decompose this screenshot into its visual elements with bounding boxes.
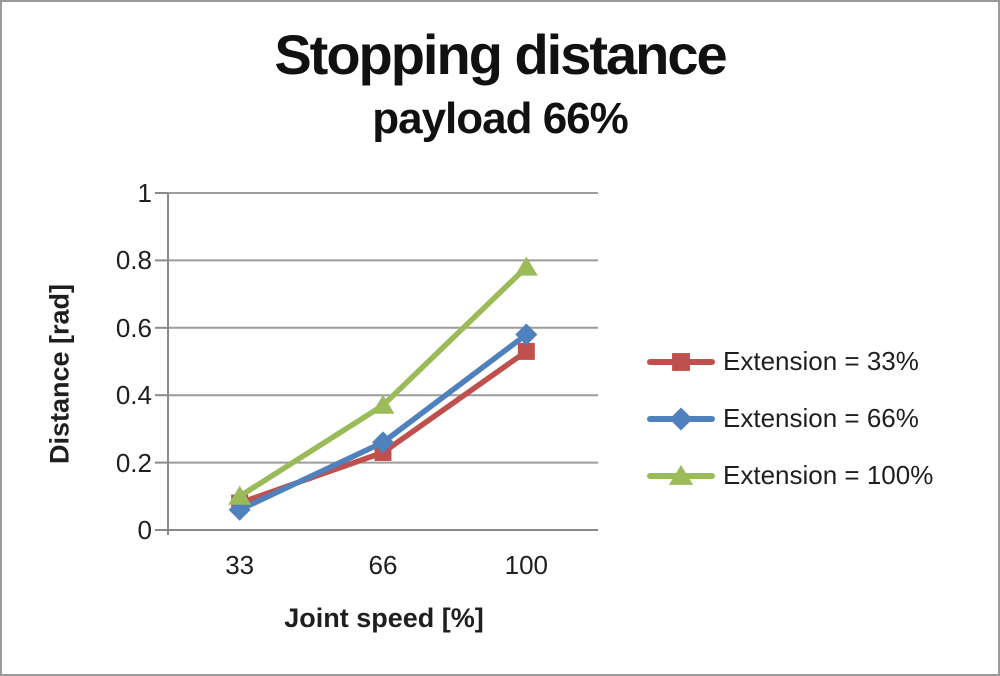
legend-item-1: Extension = 66%	[647, 403, 933, 434]
diamond-marker-icon	[515, 323, 538, 346]
x-tick-label: 33	[225, 550, 255, 580]
x-axis-title: Joint speed [%]	[284, 603, 484, 633]
legend-key-triangle	[647, 464, 715, 485]
y-tick-label: 0.6	[115, 312, 152, 343]
y-tick-label: 0.2	[115, 447, 152, 478]
legend-item-2: Extension = 100%	[647, 460, 933, 491]
chart-title: Stopping distance	[274, 23, 727, 86]
triangle-marker-icon	[668, 464, 694, 485]
legend-label: Extension = 33%	[723, 346, 919, 376]
series-line-0	[236, 348, 530, 506]
y-tick-label: 1	[137, 178, 152, 208]
x-tick-label: 100	[504, 550, 549, 580]
legend-item-0: Extension = 33%	[647, 346, 933, 377]
y-axis-title: Distance [rad]	[44, 283, 75, 465]
triangle-marker-icon	[228, 485, 252, 505]
legend-key-diamond	[647, 406, 715, 431]
chart-subtitle: payload 66%	[372, 94, 629, 143]
legend-label: Extension = 66%	[723, 403, 919, 433]
diamond-marker-icon	[372, 431, 394, 454]
y-tick-label: 0.4	[115, 380, 152, 411]
diamond-marker-icon	[669, 406, 693, 431]
legend: Extension = 33% Extension = 66% Extension …	[647, 346, 933, 491]
square-marker-icon	[517, 342, 535, 360]
triangle-marker-icon	[371, 394, 395, 414]
legend-key-square	[647, 352, 715, 371]
series-line-1	[236, 331, 530, 513]
y-tick-label: 0.8	[115, 245, 152, 276]
square-marker-icon	[672, 352, 690, 371]
triangle-marker-icon	[514, 256, 538, 276]
y-tick-label: 0	[137, 515, 152, 545]
legend-label: Extension = 100%	[723, 460, 934, 490]
x-tick-label: 66	[368, 550, 398, 580]
